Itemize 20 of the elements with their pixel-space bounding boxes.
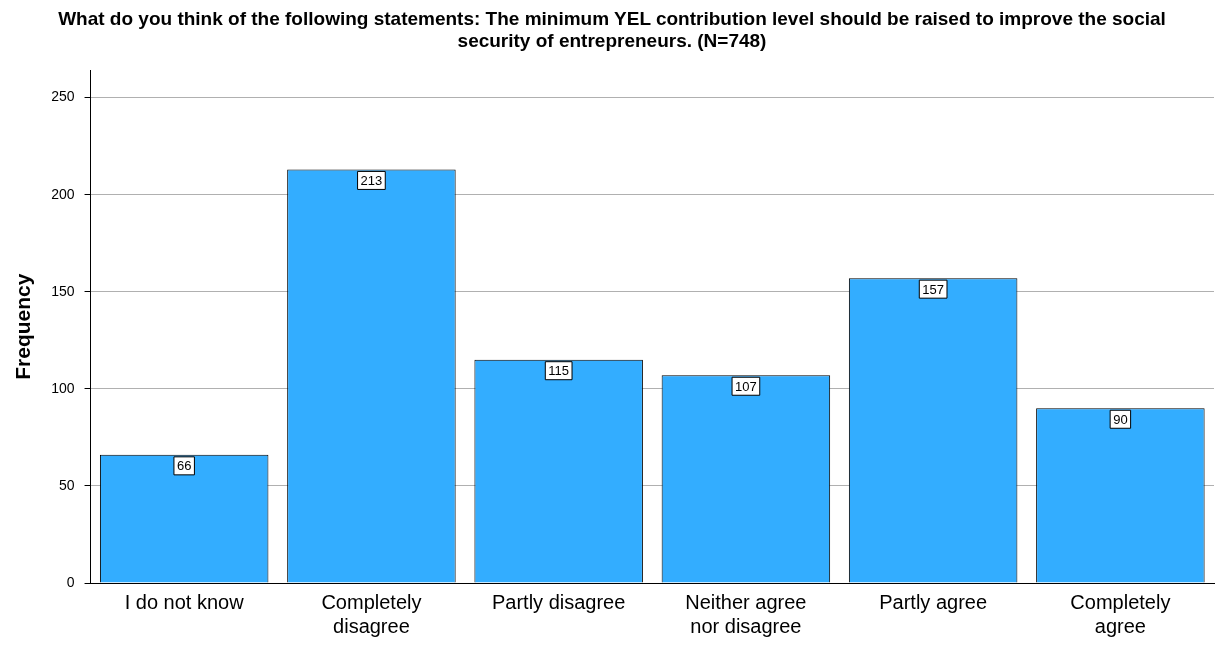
data-label: 157	[922, 281, 944, 297]
chart-title: What do you think of the following statements: The minimum YEL contribution level should be raised to improve the social security of entrepreneurs. (N=748)	[57, 8, 1167, 52]
y-tick-label: 250	[51, 88, 75, 105]
data-label: 115	[548, 363, 570, 379]
x-tick-label: Completely agree	[1070, 590, 1171, 637]
data-label: 90	[1113, 411, 1128, 427]
x-tick-label: Completely disagree	[321, 590, 422, 637]
y-tick-label: 200	[51, 185, 75, 202]
data-label: 213	[360, 173, 383, 188]
y-tick-label: 100	[51, 379, 75, 396]
x-tick-label: I do not know	[124, 590, 245, 613]
x-tick-label: Partly agree	[879, 590, 988, 613]
x-tick-label: Neither agree nor disagree	[685, 590, 807, 637]
data-label: 107	[735, 378, 757, 394]
y-axis-title: Frequency	[11, 273, 35, 380]
y-tick-label: 0	[66, 573, 75, 590]
x-tick-label: Partly disagree	[491, 590, 626, 613]
data-label: 66	[176, 458, 192, 474]
y-tick-label: 150	[51, 282, 75, 299]
y-tick-label: 50	[58, 476, 75, 493]
